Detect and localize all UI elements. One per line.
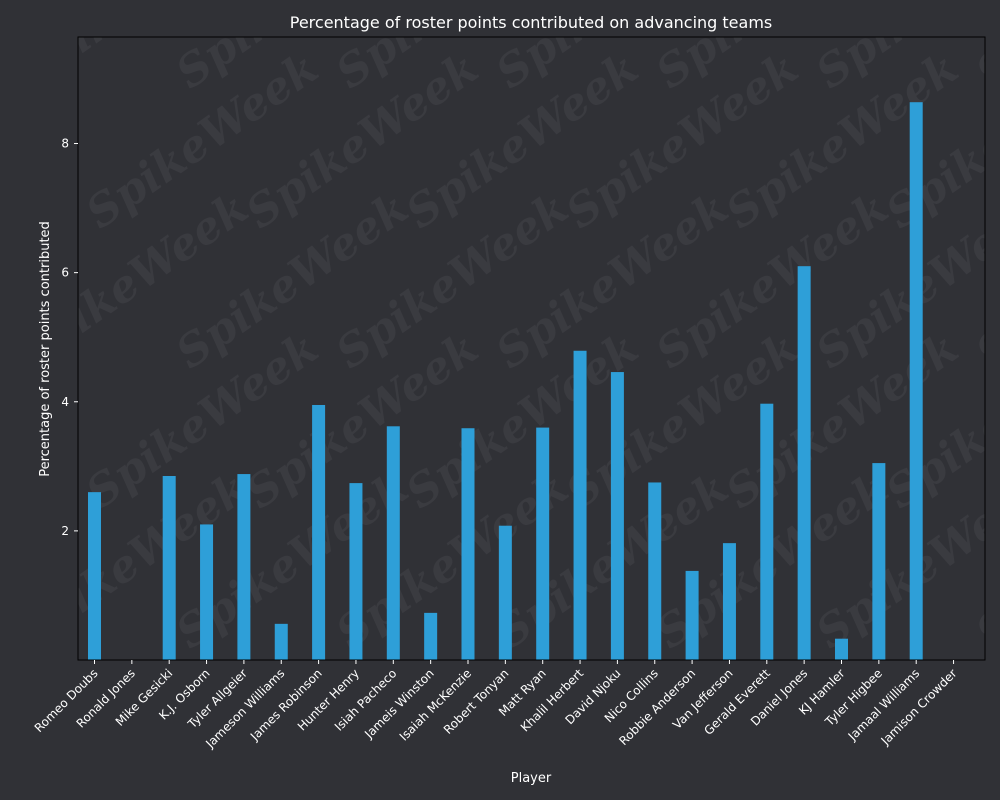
bar (909, 102, 923, 660)
y-tick-label: 2 (61, 524, 69, 538)
bar (461, 428, 475, 660)
bar (760, 403, 774, 660)
chart-title: Percentage of roster points contributed … (290, 13, 773, 32)
bar (722, 543, 736, 660)
plot-frame (77, 36, 986, 661)
bar (386, 426, 400, 660)
bar (648, 482, 662, 660)
y-tick-label: 6 (61, 266, 69, 280)
y-tick-label: 4 (61, 395, 69, 409)
bar (88, 492, 101, 660)
bar (685, 570, 699, 660)
bar (835, 638, 848, 660)
y-axis-label: Percentage of roster points contributed (38, 221, 53, 477)
bar (536, 427, 550, 660)
bar (349, 483, 363, 660)
y-tick-label: 8 (61, 137, 69, 151)
bar (237, 474, 251, 660)
bar (424, 612, 438, 660)
bar (610, 372, 624, 660)
bar (872, 463, 886, 660)
bar (162, 476, 176, 660)
bars (88, 102, 923, 660)
bar (200, 524, 214, 660)
bar (498, 525, 512, 660)
bar (274, 623, 288, 660)
y-axis: 2 4 6 8 (61, 137, 78, 538)
bar (573, 350, 587, 660)
bar (797, 266, 811, 660)
x-axis-label: Player (511, 771, 552, 786)
bar (312, 404, 326, 660)
